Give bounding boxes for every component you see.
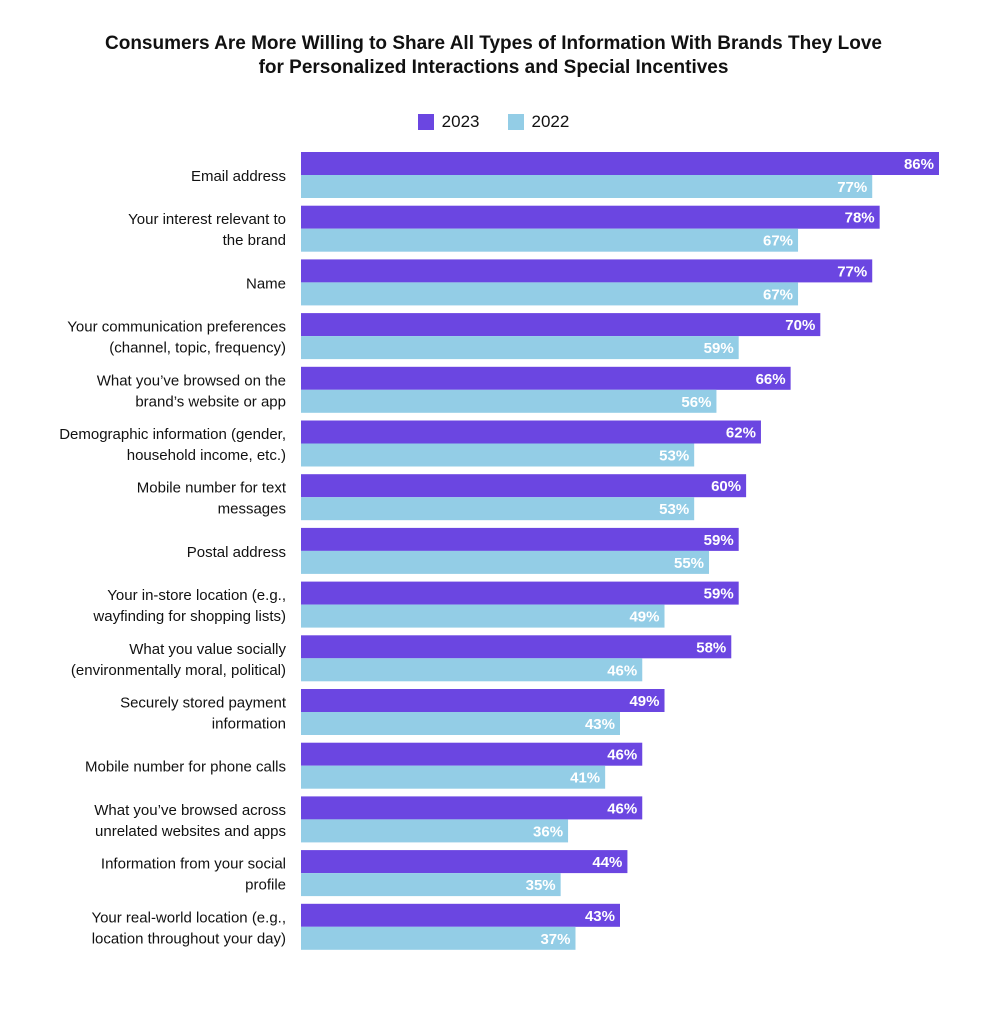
bar-2022 <box>301 175 873 198</box>
bar-2022 <box>301 389 717 413</box>
legend-label: 2023 <box>441 112 480 131</box>
data-label: 59% <box>704 586 734 603</box>
data-label: 77% <box>837 179 867 196</box>
category-label: Mobile number for phone calls <box>85 759 286 776</box>
bar-2022 <box>301 765 606 789</box>
category-label: household income, etc.) <box>127 447 286 464</box>
data-label: 62% <box>726 425 756 442</box>
category-label: messages <box>218 501 286 518</box>
bar-2023 <box>301 420 761 444</box>
legend-swatch-2023 <box>417 114 434 130</box>
category-label: location throughout your day) <box>92 930 286 947</box>
data-label: 78% <box>845 210 875 227</box>
category-label: wayfinding for shopping lists) <box>92 608 286 625</box>
legend: 2023 2022 <box>0 112 987 132</box>
legend-item-2023: 2023 <box>417 112 480 132</box>
data-label: 43% <box>585 908 615 925</box>
category-label: profile <box>245 877 286 894</box>
data-label: 59% <box>704 340 734 357</box>
bar-2023 <box>301 581 739 605</box>
data-label: 46% <box>607 662 637 679</box>
data-label: 46% <box>607 800 637 817</box>
bar-2023 <box>301 689 665 712</box>
data-label: 67% <box>763 286 793 303</box>
data-label: 66% <box>756 371 786 388</box>
category-label: Mobile number for text <box>137 480 287 497</box>
data-label: 56% <box>681 394 711 411</box>
category-label: (environmentally moral, political) <box>71 662 286 679</box>
bar-2023 <box>301 850 628 874</box>
data-label: 58% <box>696 639 726 656</box>
legend-swatch-2022 <box>507 114 524 130</box>
bar-2022 <box>301 282 799 306</box>
bar-2023 <box>301 796 643 820</box>
data-label: 60% <box>711 478 741 495</box>
category-label: unrelated websites and apps <box>95 823 286 840</box>
chart-title-line: Consumers Are More Willing to Share All … <box>105 33 882 54</box>
bar-2022 <box>301 819 569 843</box>
legend-item-2022: 2022 <box>507 112 570 132</box>
chart-title-line: for Personalized Interactions and Specia… <box>258 57 729 78</box>
data-label: 43% <box>585 716 615 733</box>
legend-label: 2022 <box>531 112 570 131</box>
category-label: Demographic information (gender, <box>59 426 286 443</box>
data-label: 44% <box>592 854 622 871</box>
category-label: Postal address <box>187 544 286 561</box>
data-label: 53% <box>659 448 689 465</box>
bar-2022 <box>301 550 710 574</box>
bar-2022 <box>301 228 799 252</box>
category-label: Securely stored payment <box>120 695 287 712</box>
bar-2023 <box>301 366 791 390</box>
bar-2022 <box>301 497 695 521</box>
data-label: 67% <box>763 233 793 250</box>
bar-2023 <box>301 474 747 498</box>
category-label: Your in-store location (e.g., <box>107 587 286 604</box>
data-label: 77% <box>837 263 867 280</box>
bar-2023 <box>301 259 873 283</box>
category-label: information <box>212 716 286 733</box>
data-label: 41% <box>570 770 600 787</box>
data-label: 55% <box>674 555 704 572</box>
category-label: brand’s website or app <box>135 393 286 410</box>
category-label: Email address <box>191 168 286 185</box>
data-label: 37% <box>540 931 570 948</box>
bar-2023 <box>301 527 739 551</box>
category-label: Name <box>246 275 286 292</box>
bar-2023 <box>301 742 643 766</box>
data-label: 53% <box>659 501 689 518</box>
bar-2022 <box>301 604 665 628</box>
bar-2022 <box>301 336 739 360</box>
data-label: 36% <box>533 823 563 840</box>
chart-title: Consumers Are More Willing to Share All … <box>0 32 987 80</box>
data-label: 49% <box>629 609 659 626</box>
bar-2022 <box>301 712 620 735</box>
category-label: the brand <box>223 232 286 249</box>
bar-2022 <box>301 926 576 950</box>
bar-2022 <box>301 658 643 682</box>
category-label: Your real-world location (e.g., <box>91 909 286 926</box>
category-label: (channel, topic, frequency) <box>109 340 286 357</box>
bar-2023 <box>301 313 821 337</box>
bar-2023 <box>301 903 620 927</box>
category-label: Information from your social <box>101 856 286 873</box>
data-label: 70% <box>785 317 815 334</box>
bar-2023 <box>301 635 732 659</box>
bar-2023 <box>301 152 939 175</box>
data-label: 49% <box>629 693 659 710</box>
data-label: 59% <box>704 532 734 549</box>
data-label: 35% <box>526 877 556 894</box>
data-label: 46% <box>607 747 637 764</box>
category-label: Your interest relevant to <box>128 211 286 228</box>
bar-2022 <box>301 443 695 467</box>
bar-2022 <box>301 873 561 897</box>
category-label: What you value socially <box>129 641 286 658</box>
category-label: What you’ve browsed on the <box>97 372 286 389</box>
category-label: What you’ve browsed across <box>94 802 286 819</box>
bar-2023 <box>301 205 880 229</box>
data-label: 86% <box>904 156 934 173</box>
category-label: Your communication preferences <box>67 319 286 336</box>
